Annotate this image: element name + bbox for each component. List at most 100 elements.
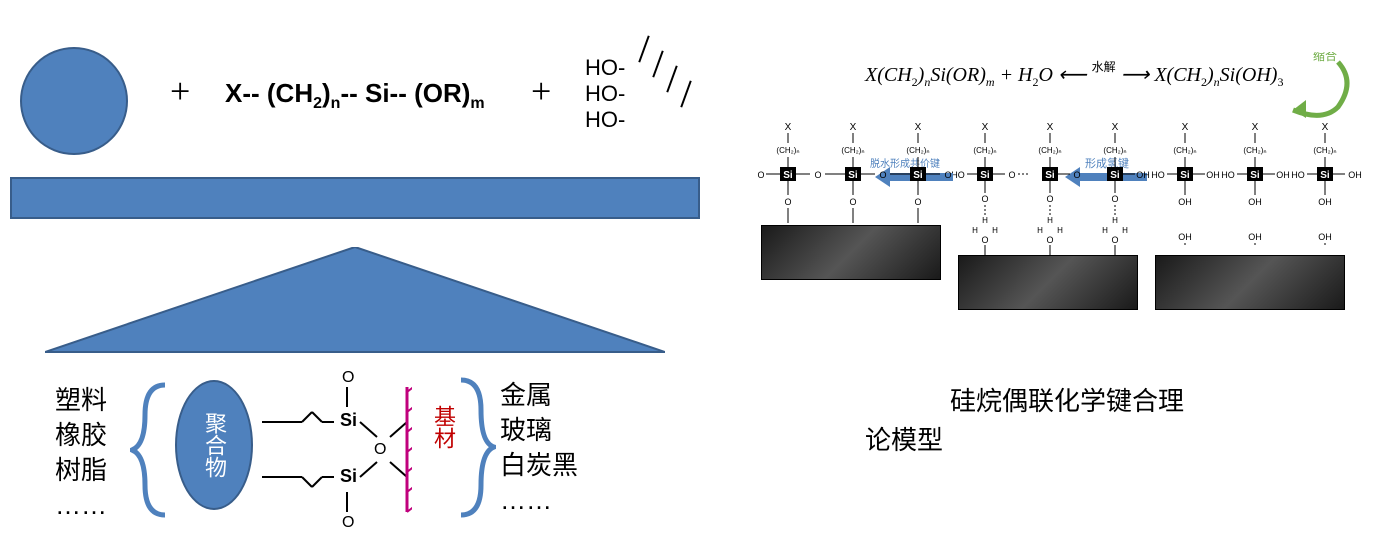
svg-text:HO: HO [1151,170,1165,180]
svg-text:OH: OH [1178,232,1192,242]
svg-text:O: O [342,514,354,531]
svg-text:H: H [1112,216,1118,225]
svg-text:(CH₂)ₙ: (CH₂)ₙ [776,146,799,155]
svg-text:Si: Si [340,410,357,430]
hatch-line [666,66,677,93]
condensation-arrow: 缩合 [1278,52,1358,122]
svg-text:(CH₂)ₙ: (CH₂)ₙ [841,146,864,155]
ho-2: HO- [585,81,625,107]
svg-text:X: X [982,122,989,133]
svg-text:O: O [1111,194,1118,204]
svg-text:OH: OH [1248,232,1262,242]
polymer-item: 橡胶 [55,418,107,453]
svg-text:O: O [981,194,988,204]
hydrolysis-equation: X(CH2)nSi(OR)m + H2O ⟵ 水解 ⟶ X(CH2)nSi(OH… [865,62,1283,90]
svg-text:O: O [981,235,988,245]
svg-text:X: X [1112,122,1119,133]
particle-circle [20,47,128,155]
svg-text:Si: Si [1045,170,1055,181]
svg-text:Si: Si [1250,170,1260,181]
svg-text:X: X [850,122,857,133]
substrate-item: 玻璃 [500,413,578,448]
svg-text:OH: OH [1318,197,1332,207]
svg-text:OH: OH [1136,170,1150,180]
svg-text:OH: OH [1276,170,1290,180]
svg-text:X: X [1252,122,1259,133]
svg-text:(CH₂)ₙ: (CH₂)ₙ [1038,146,1061,155]
svg-text:Si: Si [1110,170,1120,181]
svg-text:O: O [879,170,886,180]
svg-text:(CH₂)ₙ: (CH₂)ₙ [1103,146,1126,155]
svg-text:H: H [982,216,988,225]
substrate-list: 金属 玻璃 白炭黑 …… [500,378,578,518]
svg-text:HO: HO [1221,170,1235,180]
svg-text:X: X [785,122,792,133]
polymer-label: 聚合物 [198,412,230,478]
svg-text:H: H [1037,226,1043,235]
svg-text:O: O [784,197,791,207]
svg-text:X: X [915,122,922,133]
glass-substrate [958,255,1138,310]
svg-text:OH: OH [1206,170,1220,180]
horizontal-bar [10,177,700,219]
svg-text:(CH₂)ₙ: (CH₂)ₙ [1313,146,1336,155]
svg-text:H: H [1122,226,1128,235]
svg-text:X: X [1182,122,1189,133]
svg-text:OH: OH [1348,170,1362,180]
svg-text:H: H [1057,226,1063,235]
si-o-structure: Si Si O O O [252,362,412,532]
ho-1: HO- [585,55,625,81]
svg-text:O: O [1046,194,1053,204]
substrate-item: 金属 [500,378,578,413]
substrate-item: …… [500,483,578,518]
svg-text:O: O [1073,170,1080,180]
substrate-label: 基材 [427,405,459,449]
svg-text:H: H [1102,226,1108,235]
svg-text:X: X [1322,122,1329,133]
glass-substrate [1155,255,1345,310]
substrate-item: 白炭黑 [500,448,578,483]
hatch-line [638,36,649,63]
svg-text:O: O [849,197,856,207]
polymer-ellipse: 聚合物 [175,380,253,510]
svg-text:Si: Si [340,466,357,486]
glass-substrate [761,225,941,280]
svg-text:H: H [992,226,998,235]
silane-formula: X-- (CH2)n-- Si-- (OR)m [225,78,485,113]
hydroxyl-group: HO- HO- HO- [585,55,625,133]
ho-3: HO- [585,107,625,133]
svg-text:X: X [1047,122,1054,133]
plus-2: + [531,70,551,112]
svg-text:缩合: 缩合 [1313,52,1337,63]
right-brace [456,375,496,520]
stage-1: XXX (CH₂)ₙ(CH₂)ₙ(CH₂)ₙ Si Si Si O O O O … [753,115,953,305]
stage-2: XXX (CH₂)ₙ(CH₂)ₙ(CH₂)ₙ Si Si Si HO O O O… [950,115,1150,305]
svg-text:(CH₂)ₙ: (CH₂)ₙ [1243,146,1266,155]
svg-text:O: O [757,170,764,180]
svg-text:Si: Si [1320,170,1330,181]
funnel-triangle [45,247,665,355]
svg-text:O: O [944,170,951,180]
stage-3: XXX (CH₂)ₙ(CH₂)ₙ(CH₂)ₙ Si Si Si HO OH HO… [1145,115,1365,305]
svg-text:Si: Si [848,170,858,181]
plus-1: + [170,70,190,112]
svg-text:(CH₂)ₙ: (CH₂)ₙ [906,146,929,155]
svg-text:O: O [1008,170,1015,180]
svg-text:OH: OH [1248,197,1262,207]
polymer-list: 塑料 橡胶 树脂 …… [55,383,107,523]
svg-text:O: O [1111,235,1118,245]
svg-text:O: O [1046,235,1053,245]
right-caption: 硅烷偶联化学键合理论模型 [865,382,1325,460]
polymer-item: 树脂 [55,453,107,488]
svg-text:Si: Si [783,170,793,181]
svg-text:Si: Si [913,170,923,181]
svg-text:OH: OH [1178,197,1192,207]
svg-text:O: O [814,170,821,180]
svg-text:H: H [972,226,978,235]
hatch-line [680,81,691,108]
svg-text:HO: HO [1291,170,1305,180]
svg-text:O: O [914,197,921,207]
svg-text:(CH₂)ₙ: (CH₂)ₙ [973,146,996,155]
svg-text:Si: Si [1180,170,1190,181]
left-brace [130,380,170,520]
